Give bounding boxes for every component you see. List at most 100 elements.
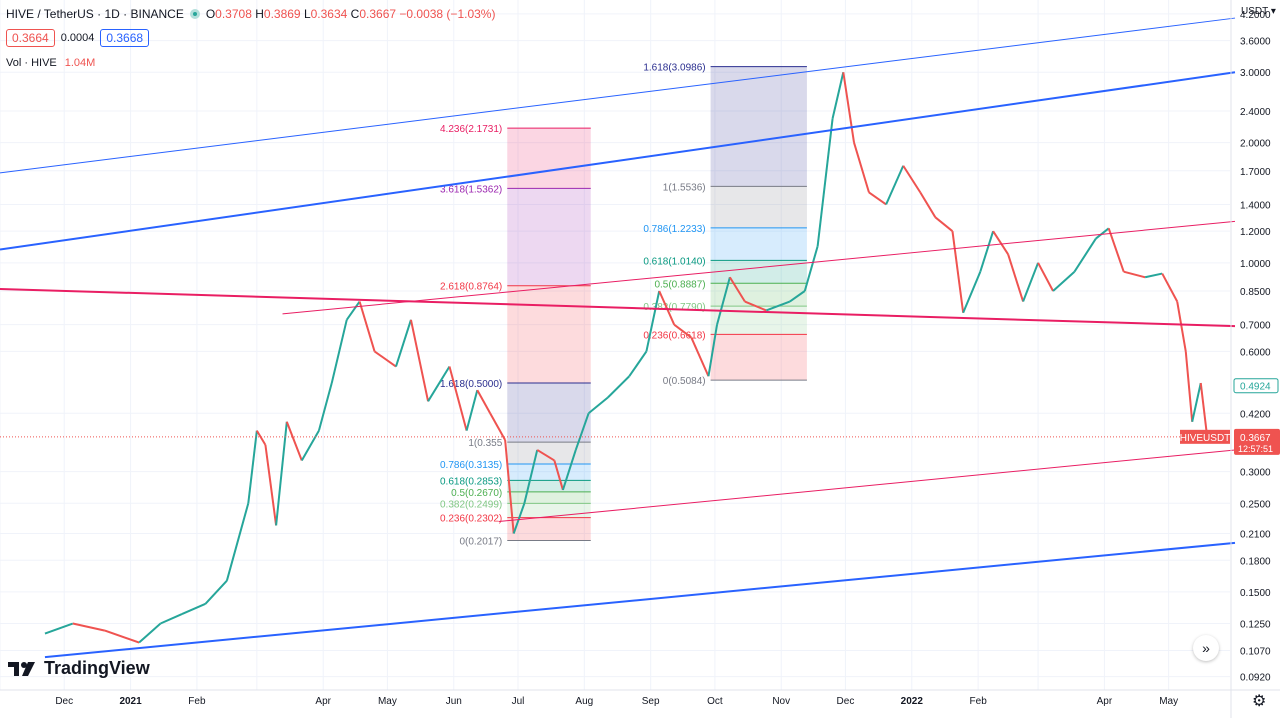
- trend-line: [0, 17, 1236, 174]
- fib-zone: [507, 503, 591, 518]
- price-segment: [744, 300, 767, 312]
- price-segment: [275, 421, 288, 526]
- price-segment: [225, 503, 250, 581]
- last-price-tag: 0.3667: [1240, 433, 1271, 444]
- candle-series: [44, 72, 1209, 644]
- fib-level-label: 0(0.2017): [459, 537, 502, 548]
- time-tick-label: May: [378, 696, 397, 707]
- price-segment: [992, 230, 1009, 255]
- double-chevron-right-icon: »: [1202, 640, 1210, 656]
- price-segment: [285, 421, 303, 461]
- price-segment: [587, 396, 609, 415]
- fib-level-label: 0.236(0.6618): [643, 330, 705, 341]
- time-tick-label: Oct: [707, 696, 723, 707]
- time-tick-label: Aug: [575, 696, 593, 707]
- symbol-title[interactable]: HIVE / TetherUS · 1D · BINANCE: [6, 7, 184, 21]
- time-tick-label: Apr: [315, 696, 331, 707]
- price-segment: [345, 300, 361, 321]
- gear-icon[interactable]: ⚙: [1252, 693, 1267, 710]
- trend-line: [0, 287, 1236, 328]
- fib-zone: [507, 491, 591, 504]
- price-segment: [1161, 273, 1179, 302]
- currency-selector[interactable]: USDT ▾: [1241, 6, 1276, 17]
- price-segment: [512, 502, 526, 534]
- tradingview-logo-icon: [8, 661, 35, 676]
- time-tick-label: Apr: [1097, 696, 1113, 707]
- price-segment: [729, 276, 746, 303]
- fib-zone: [710, 66, 807, 187]
- price-segment: [1022, 262, 1040, 302]
- time-tick-label: Nov: [772, 696, 790, 707]
- fib-zone: [507, 517, 591, 541]
- price-segment: [561, 449, 577, 491]
- price-segment: [181, 602, 206, 615]
- price-segment: [138, 622, 162, 644]
- fib-extensions: 0(0.2017) 0.236(0.2302) 0.382(0.2499) 0.5(0…: [440, 63, 807, 548]
- high-value: 0.3869: [263, 7, 301, 21]
- price-segment: [831, 72, 845, 119]
- scroll-to-realtime-button[interactable]: »: [1193, 635, 1219, 661]
- fib-zone: [507, 188, 591, 286]
- fib-level-label: 4.236(2.1731): [440, 124, 502, 135]
- volume-legend: Vol · HIVE 1.04M: [6, 57, 95, 69]
- price-segment: [476, 389, 492, 414]
- price-segment: [1191, 382, 1202, 422]
- price-tick-label: 0.1800: [1240, 556, 1271, 567]
- price-segment: [448, 366, 468, 431]
- buy-price-button[interactable]: 0.3668: [100, 29, 150, 47]
- price-tick-label: 0.2100: [1240, 530, 1271, 541]
- price-segment: [247, 430, 258, 504]
- fib-zone: [710, 283, 807, 307]
- price-axis: 4.2000 3.6000 3.0000 2.4000 2.0000 1.7000 1.40…: [1230, 0, 1280, 718]
- fib-level-label: 0.618(0.2853): [440, 476, 502, 487]
- price-segment: [979, 230, 995, 273]
- tradingview-logo[interactable]: TradingView: [8, 658, 150, 679]
- price-tick-label: 0.7000: [1240, 321, 1271, 332]
- trend-line: [0, 71, 1236, 251]
- sell-price-button[interactable]: 0.3664: [6, 29, 55, 47]
- time-tick-label: May: [1159, 696, 1178, 707]
- ohlc-values: O0.3708 H0.3869 L0.3634 C0.3667 −0.0038 …: [206, 7, 496, 21]
- fib-level-label: 0.236(0.2302): [440, 514, 502, 525]
- price-tick-label: 3.0000: [1240, 68, 1271, 79]
- price-tick-label: 3.6000: [1240, 37, 1271, 48]
- price-tick-label: 1.2000: [1240, 227, 1271, 238]
- price-segment: [673, 323, 692, 339]
- bid-ask-row: 0.3664 0.0004 0.3668: [6, 29, 150, 47]
- price-segment: [868, 191, 887, 206]
- volume-value: 1.04M: [64, 57, 96, 69]
- price-segment: [373, 350, 397, 368]
- close-value: 0.3667: [359, 7, 397, 21]
- price-segment: [1144, 272, 1163, 279]
- fib-level-label: 0.382(0.2499): [440, 499, 502, 510]
- volume-label[interactable]: Vol · HIVE: [6, 57, 57, 69]
- price-segment: [803, 246, 819, 292]
- fib-level-label: 0(0.5084): [663, 376, 706, 387]
- fib-level-label: 0.786(1.2233): [643, 224, 705, 235]
- price-segment: [1052, 270, 1076, 292]
- fib-level-label: 0.382(0.7790): [643, 302, 705, 313]
- price-tick-label: 0.1250: [1240, 620, 1271, 631]
- price-segment: [690, 337, 710, 377]
- price-tick-label: 0.4200: [1240, 409, 1271, 420]
- price-segment: [553, 460, 564, 491]
- fib-level-label: 2.618(0.8764): [440, 282, 502, 293]
- price-tick-label: 0.1070: [1240, 646, 1271, 657]
- fib-level-label: 1(1.5536): [663, 182, 706, 193]
- price-segment: [716, 277, 731, 325]
- price-segment: [504, 439, 515, 534]
- price-tick-label: 1.0000: [1240, 259, 1271, 270]
- price-segment: [853, 142, 870, 193]
- price-segment: [1176, 301, 1187, 352]
- fib-zone: [710, 260, 807, 284]
- symbol-label-bg: [1180, 429, 1230, 444]
- time-axis: Dec 2021 Feb Apr May Jun Jul Aug Sep Oct Nov Dec 202…: [0, 689, 1280, 707]
- fib-level-label: 0.5(0.8887): [654, 279, 705, 290]
- price-tick-label: 0.0920: [1240, 673, 1271, 684]
- open-value: 0.3708: [215, 7, 252, 21]
- symbol-legend: HIVE / TetherUS · 1D · BINANCE O0.3708 H…: [6, 7, 495, 21]
- price-segment: [765, 300, 791, 312]
- time-tick-label: 2022: [901, 696, 924, 707]
- price-tick-label: 4.2000: [1240, 10, 1271, 21]
